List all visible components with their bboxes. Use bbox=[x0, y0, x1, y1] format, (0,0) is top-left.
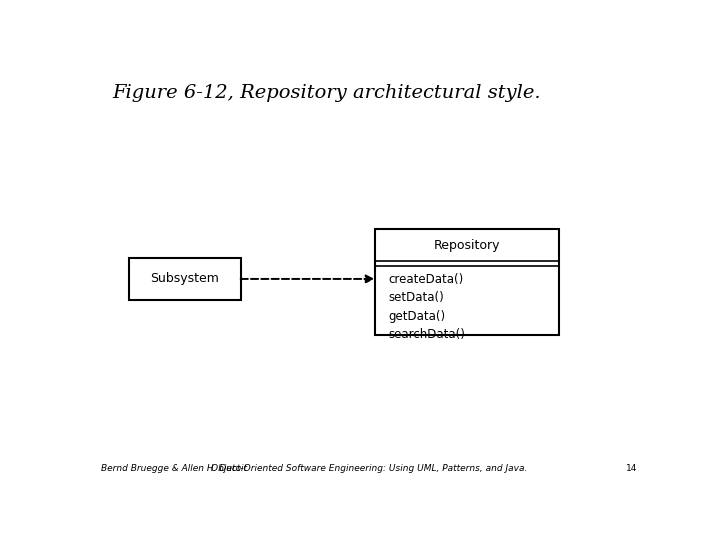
Text: setData(): setData() bbox=[389, 292, 444, 305]
Text: Object-Oriented Software Engineering: Using UML, Patterns, and Java.: Object-Oriented Software Engineering: Us… bbox=[211, 464, 527, 473]
Text: searchData(): searchData() bbox=[389, 328, 465, 341]
Text: Bernd Bruegge & Allen H. Dutoit: Bernd Bruegge & Allen H. Dutoit bbox=[101, 464, 247, 473]
Text: Figure 6-12, Repository architectural style.: Figure 6-12, Repository architectural st… bbox=[112, 84, 541, 102]
Text: createData(): createData() bbox=[389, 273, 464, 286]
Text: 14: 14 bbox=[626, 464, 637, 473]
Bar bbox=[374, 229, 559, 335]
Text: Repository: Repository bbox=[433, 239, 500, 252]
Bar bbox=[129, 258, 240, 300]
Text: Subsystem: Subsystem bbox=[150, 273, 220, 286]
Text: getData(): getData() bbox=[389, 310, 446, 323]
